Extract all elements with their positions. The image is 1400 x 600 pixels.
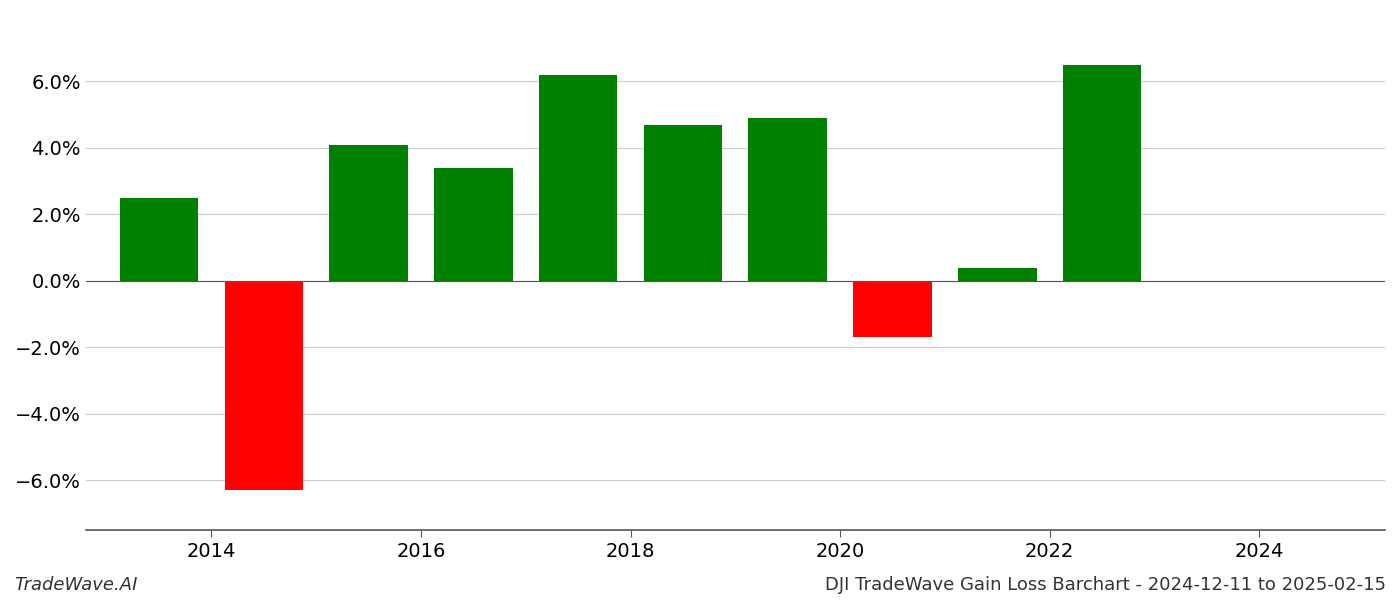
Bar [120, 198, 199, 281]
Bar [539, 75, 617, 281]
Bar [958, 268, 1036, 281]
Bar [329, 145, 407, 281]
Bar [644, 125, 722, 281]
Bar [224, 281, 304, 490]
Bar [434, 168, 512, 281]
Bar [853, 281, 932, 337]
Bar [749, 118, 827, 281]
Bar [1063, 65, 1141, 281]
Text: DJI TradeWave Gain Loss Barchart - 2024-12-11 to 2025-02-15: DJI TradeWave Gain Loss Barchart - 2024-… [825, 576, 1386, 594]
Text: TradeWave.AI: TradeWave.AI [14, 576, 137, 594]
